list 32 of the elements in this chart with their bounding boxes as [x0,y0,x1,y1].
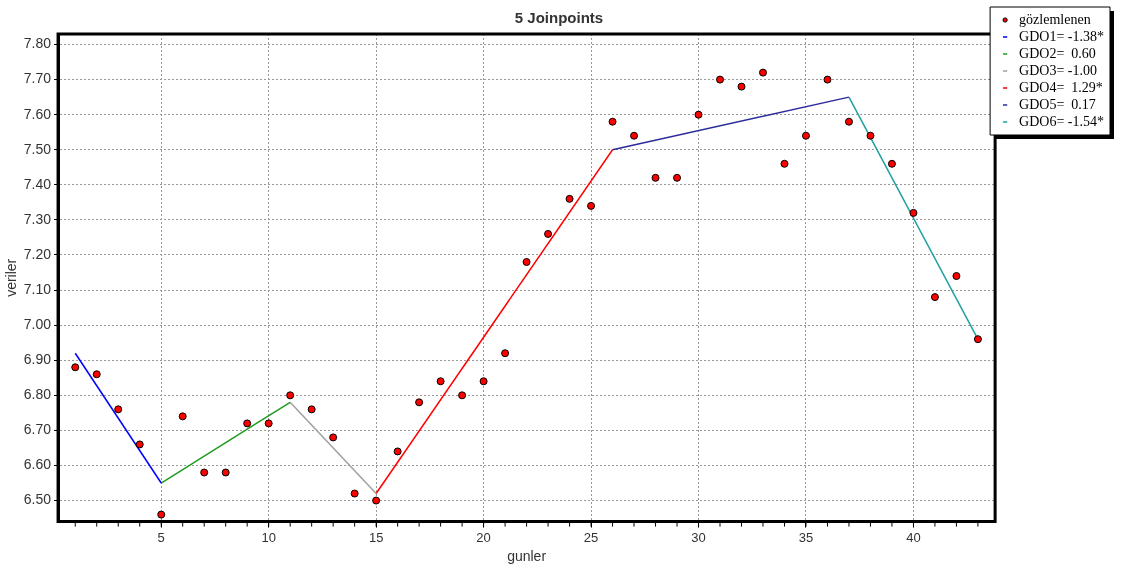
legend-label: GDO3= -1.00 [1019,62,1097,78]
x-tick-label: 20 [476,529,491,545]
legend-label: GDO4= 1.29* [1019,79,1103,95]
legend-label: GDO2= 0.60 [1019,45,1096,61]
x-tick-label: 35 [798,529,814,545]
y-tick-label: 7.80 [23,35,52,52]
legend-label: GDO5= 0.17 [1019,96,1096,112]
y-tick-label: 7.10 [23,280,52,297]
x-tick-label: 5 [157,529,165,545]
y-tick-label: 7.30 [23,210,52,227]
y-axis-title: veriler [3,258,20,297]
y-tick-label: 7.40 [23,175,52,192]
legend-label: GDO1= -1.38* [1019,28,1104,44]
x-tick-label: 25 [583,529,599,545]
x-tick-label: 15 [368,529,384,545]
y-tick-label: 7.00 [23,316,52,333]
x-tick-label: 40 [906,529,921,545]
x-axis-title: gunler [507,548,547,565]
y-tick-label: 6.90 [23,351,52,368]
chart-title: 5 Joinpoints [514,9,604,27]
y-tick-label: 7.70 [23,70,52,87]
x-tick-label: 30 [691,529,706,545]
y-tick-label: 7.20 [23,245,52,262]
y-tick-label: 6.50 [23,491,52,508]
y-tick-label: 7.50 [23,140,52,157]
legend-label: gözlemlenen [1019,11,1091,27]
y-tick-label: 7.60 [23,105,52,122]
y-tick-label: 6.70 [23,421,52,438]
x-tick-label: 10 [261,529,276,545]
y-tick-label: 6.60 [23,456,52,473]
y-tick-label: 6.80 [23,386,52,403]
legend-label: GDO6= -1.54* [1019,113,1104,129]
